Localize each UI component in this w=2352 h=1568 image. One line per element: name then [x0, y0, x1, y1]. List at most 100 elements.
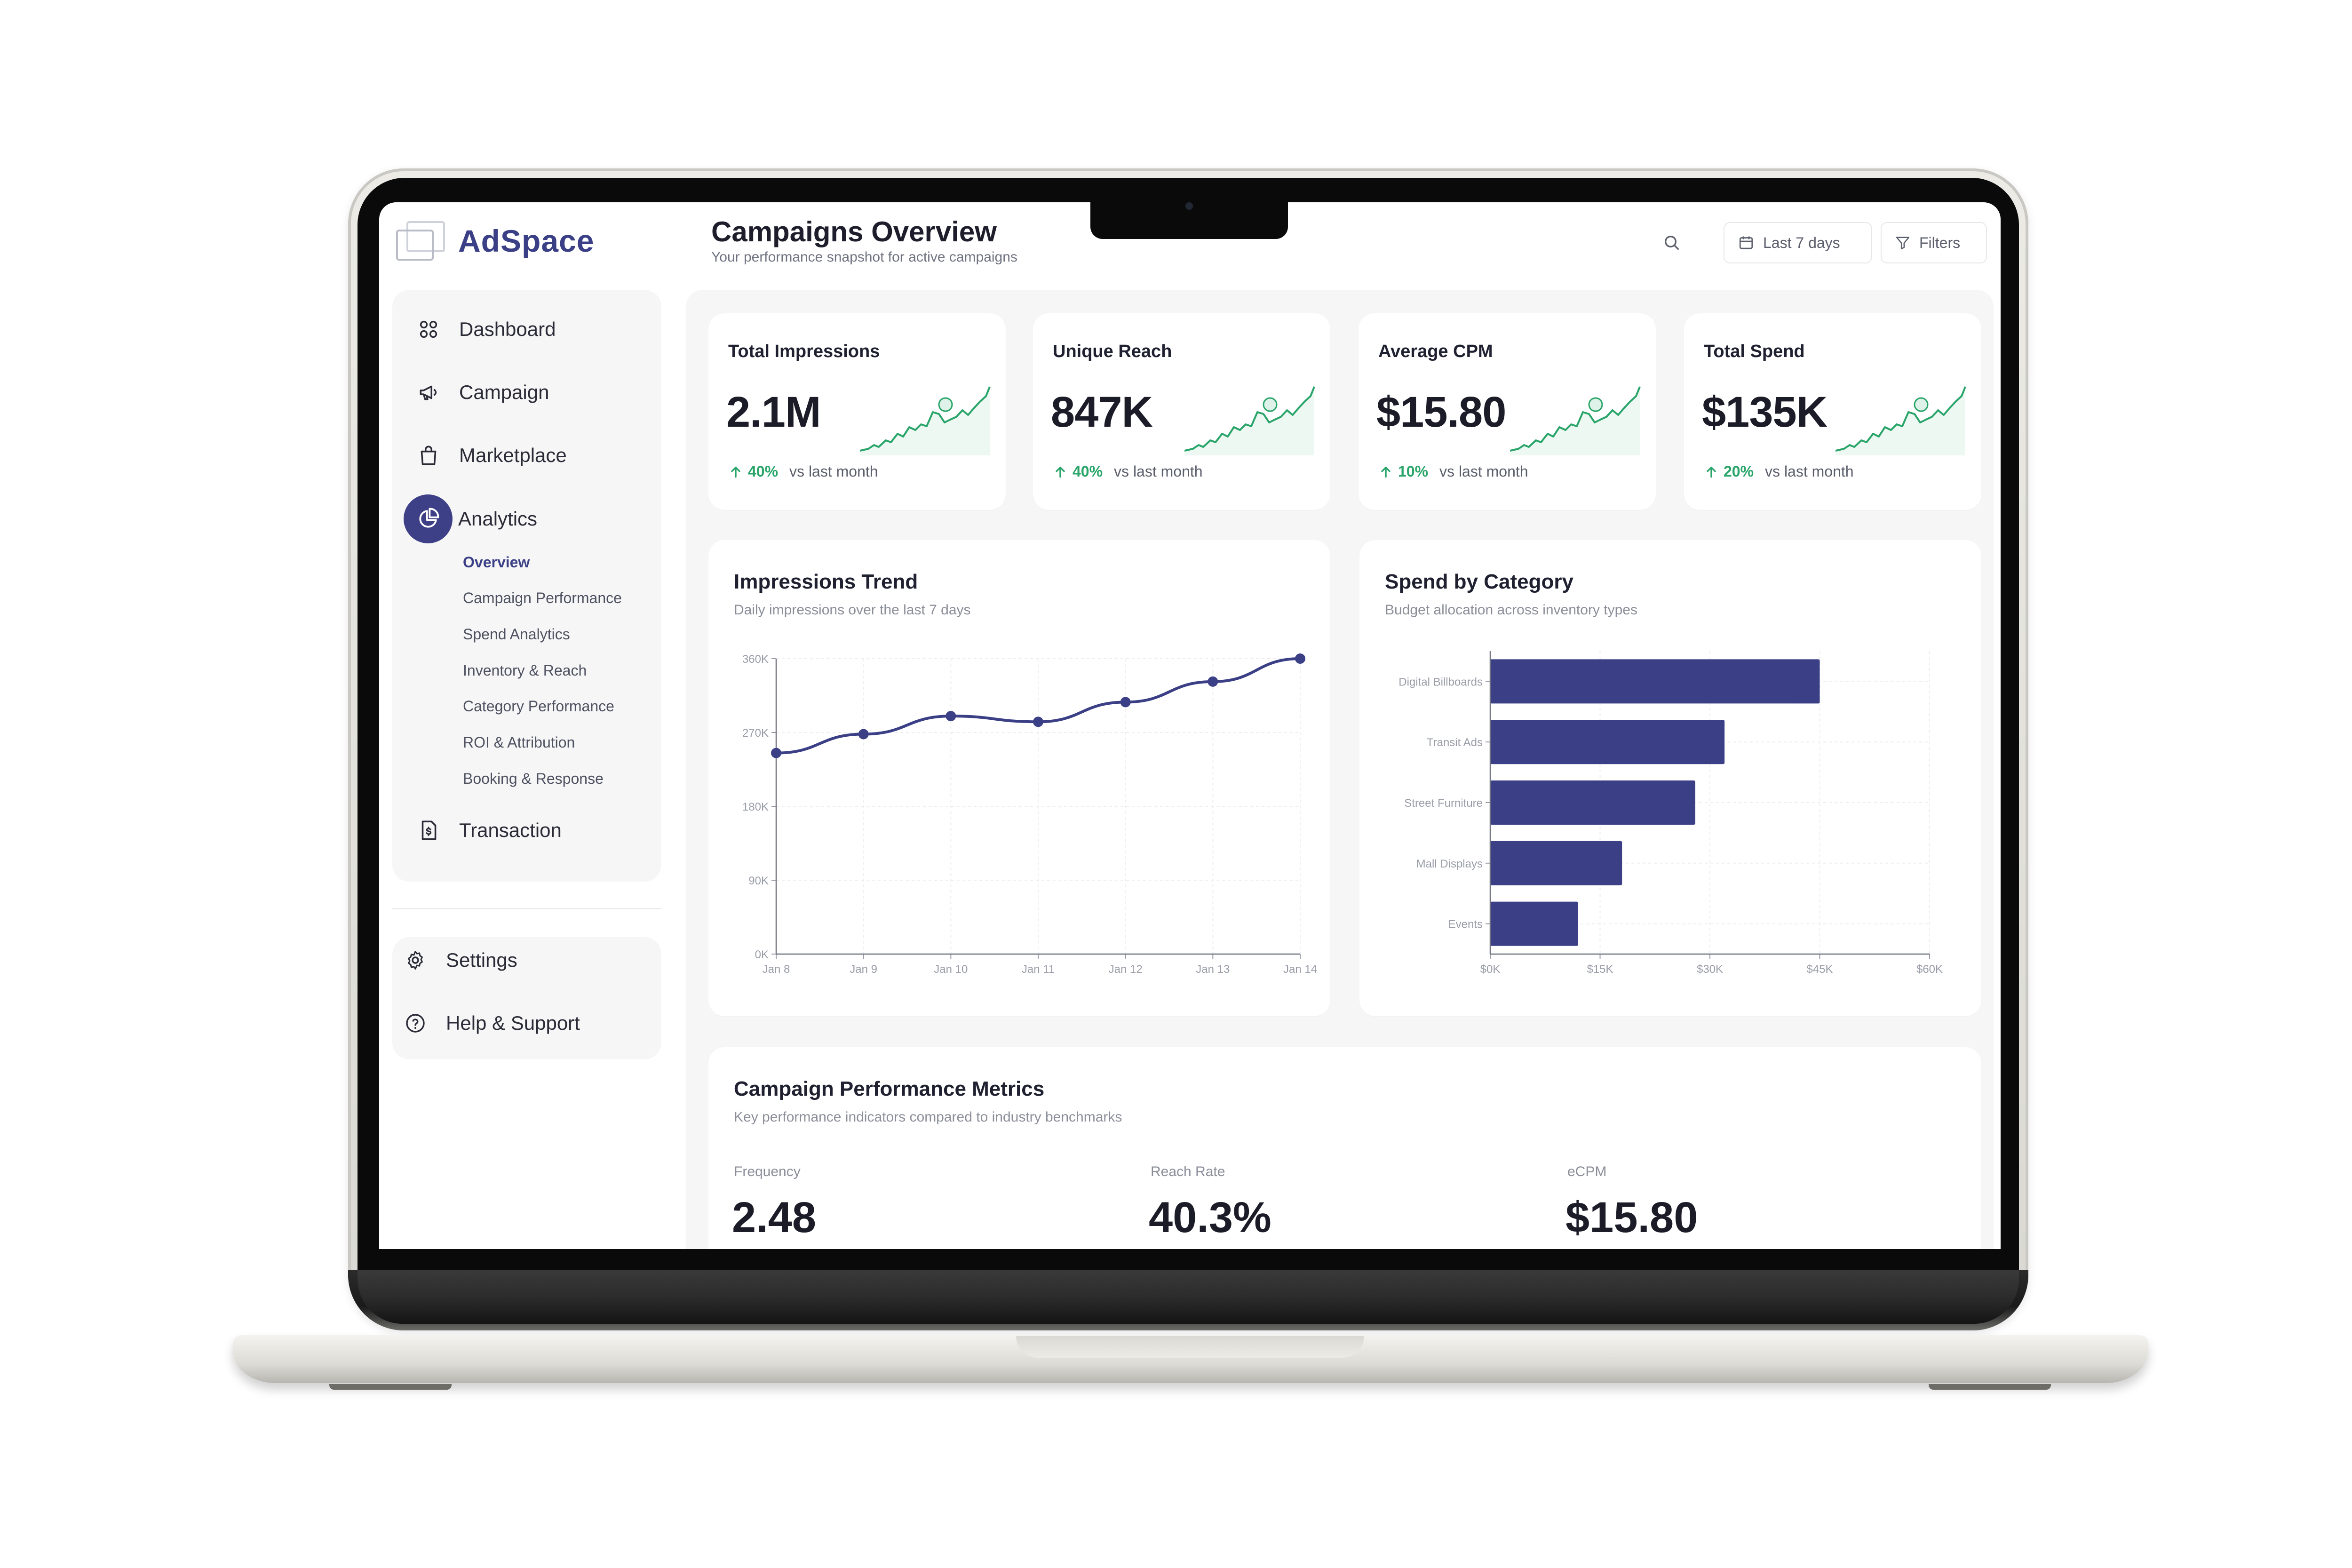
sidebar-secondary	[392, 937, 661, 1059]
pie-chart-icon	[404, 494, 453, 543]
laptop-foot-right	[1929, 1384, 2051, 1390]
x-tick-label: Jan 14	[1283, 963, 1317, 976]
logo-text: AdSpace	[458, 223, 595, 258]
filters-label: Filters	[1919, 234, 1961, 251]
shopping-bag-icon	[416, 443, 441, 468]
logo-mark-icon	[396, 221, 445, 261]
laptop-foot-left	[329, 1384, 452, 1390]
kpi-card-total-spend[interactable]: Total Spend $135K 20% vs last month	[1684, 313, 1981, 510]
sidebar-item-settings[interactable]: Settings	[403, 947, 517, 973]
sidebar-item-analytics[interactable]: Analytics	[404, 494, 538, 543]
kpi-delta-compare: vs last month	[1765, 463, 1854, 480]
arrow-up-icon	[731, 466, 740, 478]
metric-value: $15.80	[1565, 1194, 1698, 1242]
y-tick-label: 180K	[742, 801, 769, 813]
date-range-button[interactable]: Last 7 days	[1724, 222, 1872, 263]
chart-subtitle: Budget allocation across inventory types	[1385, 602, 1637, 618]
kpi-value: 2.1M	[726, 388, 821, 436]
y-tick-label: Events	[1448, 918, 1483, 931]
y-tick-label: Mall Displays	[1416, 858, 1483, 870]
sidebar-item-marketplace[interactable]: Marketplace	[416, 443, 567, 468]
sidebar-subitem-booking-response[interactable]: Booking & Response	[463, 770, 604, 787]
sidebar-subitem-inventory-reach[interactable]: Inventory & Reach	[463, 662, 587, 679]
x-tick-label: Jan 11	[1022, 963, 1055, 976]
x-tick-label: $30K	[1697, 963, 1723, 976]
kpi-card-unique-reach[interactable]: Unique Reach 847K 40% vs last month	[1033, 313, 1330, 510]
sidebar-subitem-overview[interactable]: Overview	[463, 554, 530, 571]
spend-by-category-card: Spend by Category Budget allocation acro…	[1359, 540, 1981, 1016]
arrow-up-icon	[1707, 466, 1716, 478]
kpi-delta-percent: 40%	[1073, 463, 1103, 480]
filters-button[interactable]: Filters	[1881, 222, 1987, 263]
page-title: Campaigns Overview	[711, 216, 997, 247]
arrow-up-icon	[1381, 466, 1391, 478]
kpi-delta-compare: vs last month	[1439, 463, 1528, 480]
help-circle-icon	[403, 1011, 428, 1036]
kpi-title: Unique Reach	[1053, 342, 1172, 361]
sidebar-item-transaction[interactable]: Transaction	[416, 818, 562, 843]
metric-value: 40.3%	[1149, 1194, 1271, 1242]
y-tick-label: 90K	[748, 875, 769, 887]
x-tick-label: Jan 8	[763, 963, 790, 976]
search-button[interactable]	[1658, 229, 1686, 257]
sidebar-subitem-category-performance[interactable]: Category Performance	[463, 698, 614, 715]
metric-label: Frequency	[734, 1164, 801, 1179]
kpi-delta: 10% vs last month	[1378, 463, 1528, 480]
sidebar-item-help-support[interactable]: Help & Support	[403, 1011, 580, 1036]
bar	[1490, 780, 1695, 825]
metric-value: 2.48	[732, 1194, 817, 1242]
sidebar-subitem-spend-analytics[interactable]: Spend Analytics	[463, 626, 570, 643]
kpi-card-average-cpm[interactable]: Average CPM $15.80 10% vs last month	[1359, 313, 1656, 510]
section-title: Campaign Performance Metrics	[734, 1077, 1045, 1100]
sidebar-item-label: Settings	[446, 949, 517, 971]
arrow-up-icon	[1056, 466, 1065, 478]
data-point	[946, 711, 956, 722]
y-tick-label: 360K	[742, 653, 769, 666]
laptop-screen: AdSpace Campaigns Overview Your performa…	[379, 202, 2001, 1249]
sparkline	[1510, 386, 1641, 455]
sidebar-item-label: Campaign	[459, 381, 549, 403]
kpi-delta-compare: vs last month	[789, 463, 878, 480]
sidebar-item-label: Dashboard	[459, 318, 556, 340]
data-point	[1033, 716, 1043, 727]
camera-lens	[1185, 202, 1193, 210]
sidebar-subitem-roi-attribution[interactable]: ROI & Attribution	[463, 734, 575, 751]
calendar-icon	[1739, 236, 1753, 249]
x-tick-label: $45K	[1806, 963, 1833, 976]
x-tick-label: $15K	[1587, 963, 1613, 976]
laptop-lid-opener	[1016, 1336, 1364, 1358]
sidebar-item-campaign[interactable]: Campaign	[416, 380, 549, 405]
kpi-title: Average CPM	[1378, 342, 1493, 361]
metric-label: eCPM	[1567, 1164, 1607, 1179]
y-tick-label: 270K	[742, 727, 769, 740]
data-point	[1208, 676, 1218, 687]
sidebar-item-dashboard[interactable]: Dashboard	[416, 317, 556, 342]
kpi-value: 847K	[1051, 388, 1153, 436]
laptop-chin-inner	[358, 1270, 2019, 1324]
app-logo[interactable]: AdSpace	[396, 221, 594, 261]
x-tick-label: Jan 9	[850, 963, 877, 976]
kpi-delta-percent: 10%	[1398, 463, 1429, 480]
kpi-card-total-impressions[interactable]: Total Impressions 2.1M 40% vs last month	[708, 313, 1006, 510]
campaign-metrics-card: Campaign Performance Metrics Key perform…	[708, 1047, 1981, 1249]
impressions-line-chart[interactable]: 0K 90K 180K 270K 360K Jan 8 Jan 9 Jan 10 Jan 11 J…	[708, 540, 1330, 1016]
sidebar-subitem-campaign-performance[interactable]: Campaign Performance	[463, 589, 622, 606]
kpi-delta-percent: 40%	[748, 463, 779, 480]
sparkline	[1836, 386, 1966, 455]
sidebar-item-label: Analytics	[458, 508, 538, 530]
data-point	[1120, 697, 1131, 708]
data-point	[1295, 653, 1305, 664]
kpi-delta: 40% vs last month	[728, 463, 878, 480]
spend-bar-chart[interactable]: $0K $15K $30K $45K $60K Digital Billboards Tra…	[1359, 540, 1981, 1016]
x-tick-label: Jan 13	[1196, 963, 1230, 976]
sparkline	[1184, 386, 1315, 455]
invoice-icon	[416, 818, 441, 843]
date-range-label: Last 7 days	[1763, 234, 1840, 251]
megaphone-icon	[416, 380, 441, 405]
x-tick-label: $60K	[1916, 963, 1943, 976]
grid-icon	[416, 317, 441, 342]
page-subtitle: Your performance snapshot for active cam…	[711, 249, 1017, 265]
sidebar	[392, 290, 661, 882]
y-tick-label: 0K	[755, 948, 769, 961]
sidebar-item-label: Transaction	[459, 819, 562, 841]
